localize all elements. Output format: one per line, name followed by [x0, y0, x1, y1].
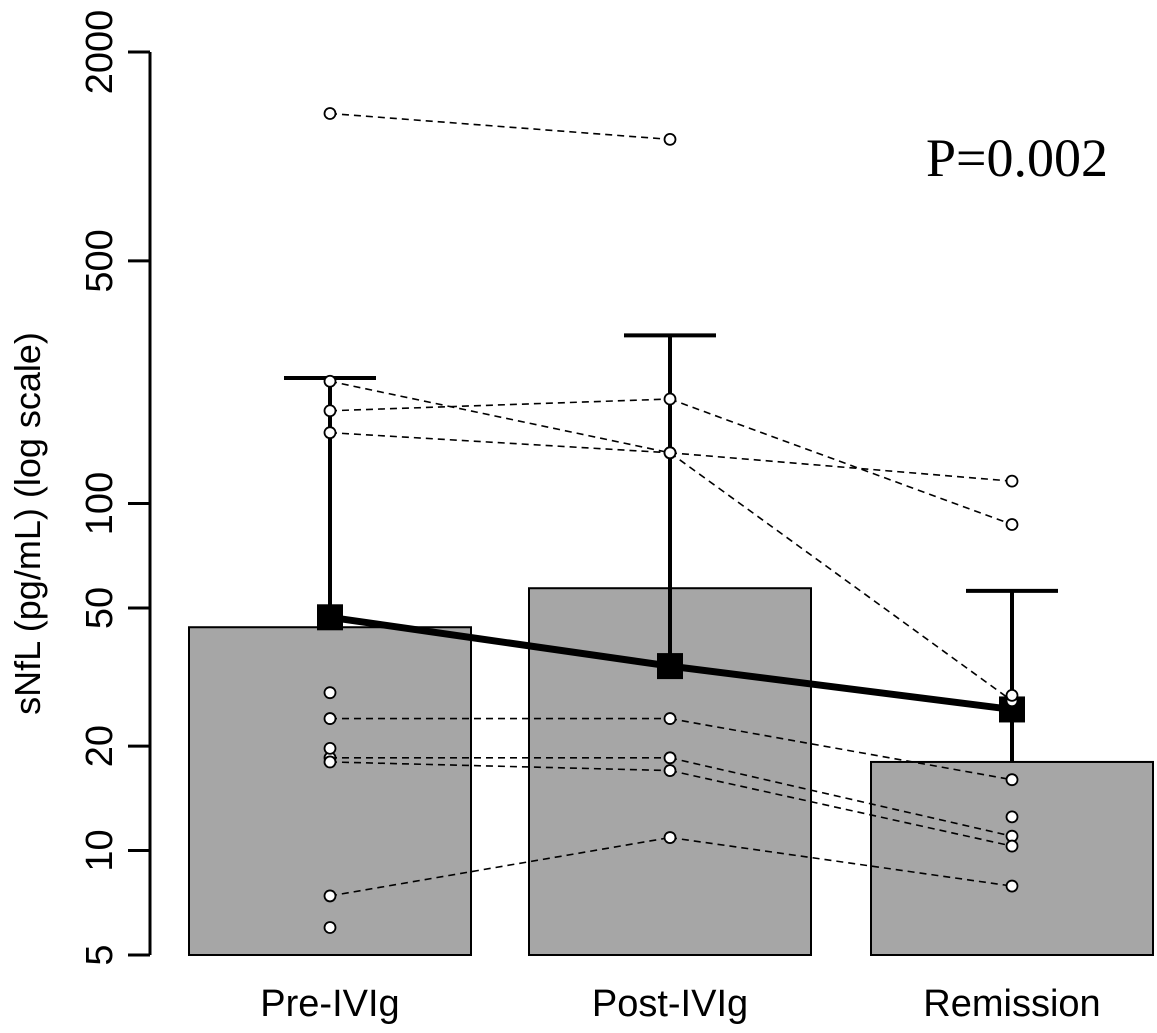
paired-line [669, 769, 1013, 847]
data-point [323, 107, 337, 120]
paired-line [669, 836, 1013, 887]
data-point [1005, 810, 1019, 824]
paired-line [329, 836, 671, 897]
x-category-label: Pre-IVIg [260, 983, 399, 1025]
paired-line [669, 398, 1013, 526]
data-point [663, 132, 677, 146]
data-point [663, 751, 677, 765]
data-point [1005, 688, 1019, 702]
y-tick-label: 10 [79, 829, 121, 871]
data-point [1005, 474, 1019, 488]
mean-marker [317, 604, 343, 631]
y-tick-label: 50 [79, 587, 121, 629]
y-axis-label: sNfL (pg/mL) (log scale) [7, 332, 48, 715]
mean-line-segment [329, 613, 671, 670]
p-value-annotation: P=0.002 [926, 128, 1108, 188]
mean-line-segment [669, 662, 1013, 713]
data-point [323, 712, 337, 725]
y-tick-label: 100 [79, 472, 121, 535]
data-point [1005, 839, 1019, 853]
paired-line [329, 398, 671, 412]
y-tick-label: 500 [79, 229, 121, 292]
paired-line [669, 717, 1013, 781]
data-point [323, 889, 337, 903]
data-point [1005, 518, 1019, 531]
data-point [663, 712, 677, 725]
x-category-label: Post-IVIg [592, 983, 748, 1025]
data-point [663, 446, 677, 460]
paired-line [329, 431, 671, 454]
paired-line [669, 452, 1013, 702]
bar [188, 626, 472, 956]
paired-line [329, 112, 671, 141]
bar [870, 760, 1154, 956]
paired-line [329, 380, 671, 454]
data-point [323, 755, 337, 769]
y-tick-label: 20 [79, 725, 121, 767]
data-point [1005, 879, 1019, 893]
data-point [323, 741, 337, 755]
data-point [663, 764, 677, 777]
data-point [323, 686, 337, 700]
data-point [1005, 773, 1019, 787]
y-tick-label: 2000 [79, 10, 121, 95]
mean-marker [657, 653, 683, 680]
data-point [323, 404, 337, 418]
data-point [663, 392, 677, 406]
data-point [323, 921, 337, 934]
y-tick-label: 5 [79, 944, 121, 965]
data-point [663, 831, 677, 844]
paired-line [329, 761, 671, 772]
data-point [323, 374, 337, 388]
x-category-label: Remission [923, 983, 1100, 1025]
paired-line [669, 757, 1013, 837]
data-point [323, 426, 337, 440]
paired-line [669, 451, 1013, 482]
